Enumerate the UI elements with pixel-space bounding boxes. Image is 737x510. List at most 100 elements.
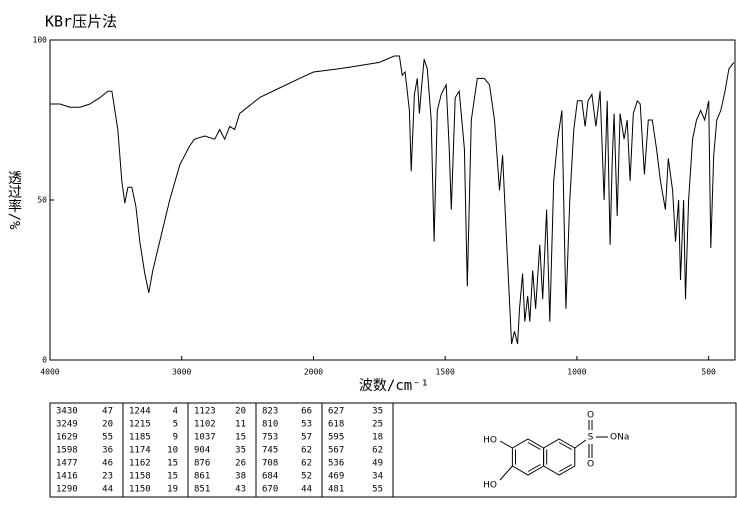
chart-title: KBr压片法 — [45, 13, 117, 31]
wavenumber-cell: 708 — [262, 459, 278, 469]
wavenumber-cell: 1185 — [129, 433, 151, 443]
spectrum-line — [50, 55, 735, 345]
wavenumber-cell: 810 — [262, 420, 278, 430]
plot-frame — [49, 39, 736, 361]
ring — [511, 438, 545, 476]
wavenumber-cell: 1215 — [129, 420, 151, 430]
wavenumber-cell: 861 — [194, 472, 210, 482]
transmittance-cell: 55 — [372, 485, 383, 495]
wavenumber-cell: 876 — [194, 459, 210, 469]
wavenumber-cell: 1150 — [129, 485, 151, 495]
ring — [543, 438, 576, 476]
transmittance-cell: 9 — [173, 433, 178, 443]
bond — [499, 465, 513, 481]
transmittance-cell: 53 — [301, 420, 312, 430]
wavenumber-cell: 1629 — [56, 433, 78, 443]
transmittance-cell: 26 — [235, 459, 246, 469]
wavenumber-cell: 753 — [262, 433, 278, 443]
bond — [527, 442, 541, 450]
transmittance-cell: 4 — [173, 407, 178, 417]
transmittance-cell: 55 — [102, 433, 113, 443]
transmittance-cell: 11 — [235, 420, 246, 430]
transmittance-cell: 66 — [301, 407, 312, 417]
bond — [499, 440, 513, 449]
wavenumber-cell: 567 — [328, 446, 344, 456]
wavenumber-cell: 904 — [194, 446, 210, 456]
transmittance-cell: 38 — [235, 472, 246, 482]
transmittance-cell: 15 — [167, 472, 178, 482]
wavenumber-cell: 1598 — [56, 446, 78, 456]
y-axis-label: 透过率/% — [6, 171, 22, 230]
chem-label: O — [587, 411, 594, 421]
transmittance-cell: 44 — [102, 485, 113, 495]
chem-label: HO — [483, 481, 497, 491]
wavenumber-cell: 670 — [262, 485, 278, 495]
chem-label: O — [587, 460, 594, 470]
transmittance-cell: 62 — [301, 446, 312, 456]
x-tick-label: 500 — [701, 368, 716, 377]
wavenumber-cell: 469 — [328, 472, 344, 482]
wavenumber-cell: 618 — [328, 420, 344, 430]
x-axis-label: 波数/cm⁻¹ — [359, 378, 429, 394]
wavenumber-cell: 1416 — [56, 472, 78, 482]
transmittance-cell: 62 — [301, 459, 312, 469]
peak-table: 3430 47 3249 20 1629 55 1598 36 1477 46 1416 23 1290… — [56, 403, 394, 497]
wavenumber-cell: 851 — [194, 485, 210, 495]
bond — [574, 439, 587, 449]
transmittance-cell: 25 — [372, 420, 383, 430]
transmittance-cell: 20 — [102, 420, 113, 430]
transmittance-cell: 46 — [102, 459, 113, 469]
x-tick-label: 2000 — [304, 368, 323, 377]
chem-label: HO — [483, 436, 497, 446]
x-tick-label: 1500 — [436, 368, 455, 377]
x-tick-label: 4000 — [40, 368, 59, 377]
chem-label: S — [588, 433, 594, 443]
transmittance-cell: 15 — [167, 459, 178, 469]
wavenumber-cell: 1123 — [194, 407, 216, 417]
wavenumber-cell: 1162 — [129, 459, 151, 469]
wavenumber-cell: 1290 — [56, 485, 78, 495]
transmittance-cell: 10 — [167, 446, 178, 456]
y-tick-label: 50 — [37, 196, 47, 205]
transmittance-cell: 44 — [301, 485, 312, 495]
x-tick-label: 3000 — [172, 368, 191, 377]
wavenumber-cell: 1158 — [129, 472, 151, 482]
wavenumber-cell: 3249 — [56, 420, 78, 430]
wavenumber-cell: 3430 — [56, 407, 78, 417]
transmittance-cell: 49 — [372, 459, 383, 469]
transmittance-cell: 20 — [235, 407, 246, 417]
wavenumber-cell: 536 — [328, 459, 344, 469]
transmittance-cell: 62 — [372, 446, 383, 456]
transmittance-cell: 43 — [235, 485, 246, 495]
transmittance-cell: 52 — [301, 472, 312, 482]
y-tick-label: 0 — [42, 356, 47, 365]
transmittance-cell: 36 — [102, 446, 113, 456]
wavenumber-cell: 1174 — [129, 446, 151, 456]
wavenumber-cell: 627 — [328, 407, 344, 417]
transmittance-cell: 34 — [372, 472, 383, 482]
wavenumber-cell: 1244 — [129, 407, 151, 417]
transmittance-cell: 19 — [167, 485, 178, 495]
transmittance-cell: 15 — [235, 433, 246, 443]
transmittance-cell: 35 — [235, 446, 246, 456]
wavenumber-cell: 823 — [262, 407, 278, 417]
transmittance-cell: 47 — [102, 407, 113, 417]
chem-label: ONa — [610, 433, 629, 443]
transmittance-cell: 23 — [102, 472, 113, 482]
y-tick-label: 100 — [33, 36, 48, 45]
wavenumber-cell: 1102 — [194, 420, 216, 430]
bond — [558, 464, 572, 472]
wavenumber-cell: 595 — [328, 433, 344, 443]
bond — [527, 464, 541, 472]
transmittance-cell: 18 — [372, 433, 383, 443]
transmittance-cell: 57 — [301, 433, 312, 443]
wavenumber-cell: 1477 — [56, 459, 78, 469]
bond — [558, 442, 572, 450]
wavenumber-cell: 684 — [262, 472, 278, 482]
x-tick-label: 1000 — [567, 368, 586, 377]
wavenumber-cell: 745 — [262, 446, 278, 456]
structure — [499, 420, 608, 481]
transmittance-cell: 5 — [173, 420, 178, 430]
wavenumber-cell: 481 — [328, 485, 344, 495]
